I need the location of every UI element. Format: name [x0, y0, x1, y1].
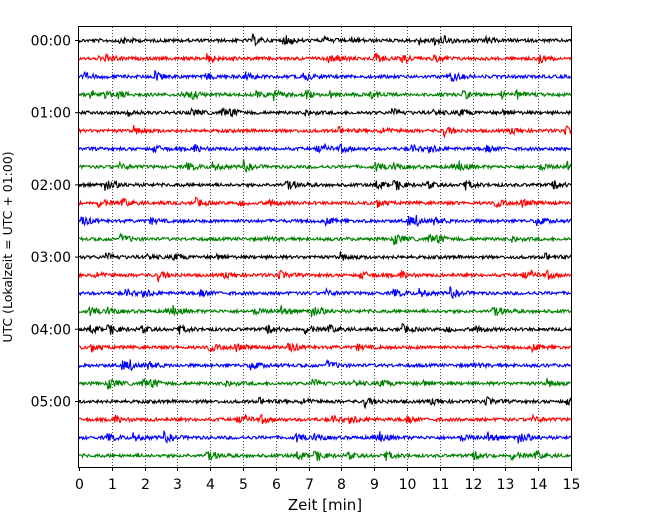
y-tick-label: 02:00 [31, 178, 71, 194]
seismogram-trace [78, 179, 572, 191]
seismogram-trace [78, 342, 572, 354]
seismogram-trace [78, 358, 572, 372]
x-tick-label: 0 [75, 477, 84, 493]
seismogram-trace [78, 106, 572, 118]
y-axis-ticks: 00:00 01:00 02:00 03:00 04:00 05:00 [31, 34, 79, 411]
seismogram-trace [78, 268, 572, 283]
x-tick-label: 6 [272, 477, 281, 493]
x-tick-label: 15 [563, 477, 581, 493]
seismogram-trace [78, 450, 572, 462]
seismogram-trace [78, 33, 572, 47]
x-tick-label: 5 [239, 477, 248, 493]
seismogram-trace [78, 125, 572, 139]
seismogram-trace [78, 88, 572, 102]
x-tick-label: 8 [337, 477, 346, 493]
seismogram-trace [78, 396, 572, 410]
x-tick-label: 7 [305, 477, 314, 493]
x-tick-label: 10 [399, 477, 417, 493]
seismogram-trace [78, 322, 572, 336]
seismogram-trace [78, 232, 572, 246]
seismogram-trace [78, 304, 572, 318]
seismogram-traces [78, 33, 572, 462]
seismogram-trace [78, 430, 572, 444]
seismogram-trace [78, 286, 572, 300]
seismogram-trace [78, 142, 572, 154]
seismogram-trace [78, 196, 572, 209]
y-tick-label: 04:00 [31, 322, 71, 338]
x-tick-label: 9 [370, 477, 379, 493]
x-tick-label: 14 [530, 477, 548, 493]
seismogram-trace [78, 69, 572, 82]
x-tick-label: 11 [432, 477, 450, 493]
x-tick-label: 12 [465, 477, 483, 493]
y-tick-label: 00:00 [31, 34, 71, 50]
vertical-grid-lines [112, 27, 539, 467]
seismogram-trace [78, 159, 572, 174]
y-tick-label: 05:00 [31, 395, 71, 411]
seismogram-trace [78, 214, 572, 228]
y-tick-label: 01:00 [31, 106, 71, 122]
x-tick-label: 4 [206, 477, 215, 493]
x-tick-label: 3 [173, 477, 182, 493]
y-axis-label: UTC (Lokalzeit = UTC + 01:00) [0, 151, 15, 342]
seismogram-trace [78, 251, 572, 262]
x-tick-label: 2 [141, 477, 150, 493]
x-tick-label: 1 [108, 477, 117, 493]
y-tick-label: 03:00 [31, 250, 71, 266]
seismogram-trace [78, 413, 572, 425]
x-axis-ticks: 0 1 2 3 4 5 6 7 8 9 10 11 12 13 14 15 [75, 467, 580, 493]
x-tick-label: 13 [497, 477, 515, 493]
x-axis-label: Zeit [min] [288, 496, 362, 514]
seismogram-trace [78, 377, 572, 390]
plot-frame [78, 26, 572, 468]
seismogram-trace [78, 52, 572, 65]
